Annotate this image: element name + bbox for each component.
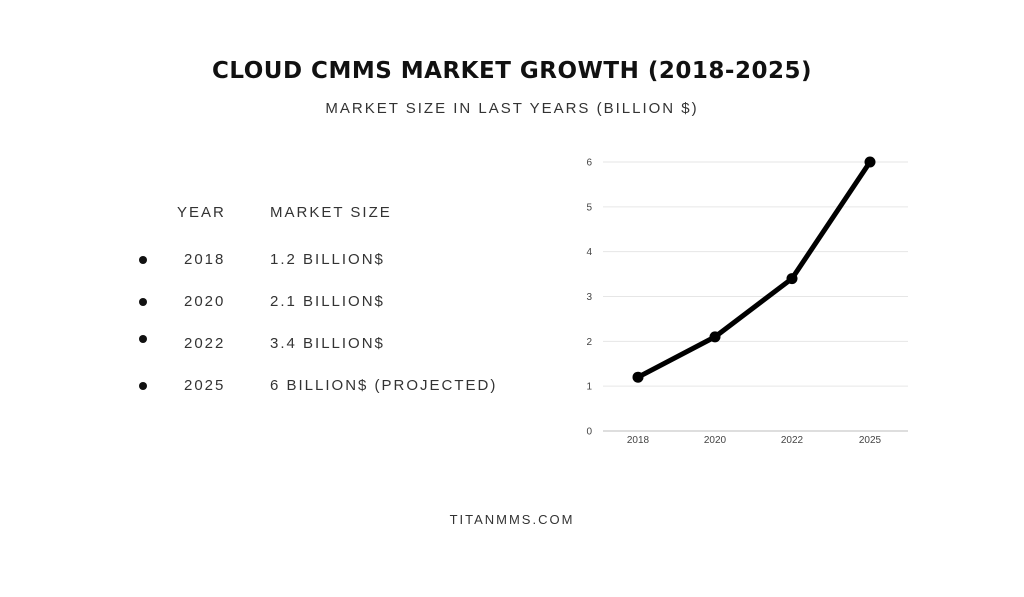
data-point bbox=[709, 331, 721, 343]
data-point bbox=[864, 156, 876, 168]
table-row: 2025 6 BILLION$ (PROJECTED) bbox=[0, 377, 540, 397]
bullet-icon bbox=[139, 335, 147, 343]
table-row: 2022 3.4 BILLION$ bbox=[0, 335, 540, 355]
row-year: 2022 bbox=[184, 335, 226, 352]
table-header-market-size: MARKET SIZE bbox=[270, 204, 392, 221]
table-row: 2020 2.1 BILLION$ bbox=[0, 293, 540, 313]
y-tick-label: 2 bbox=[586, 337, 592, 348]
row-year: 2025 bbox=[184, 377, 226, 394]
bullet-icon bbox=[139, 298, 147, 306]
row-market-size: 6 BILLION$ (PROJECTED) bbox=[270, 377, 498, 394]
table-header-year: YEAR bbox=[177, 204, 226, 221]
page-title: CLOUD CMMS MARKET GROWTH (2018-2025) bbox=[212, 58, 812, 84]
y-tick-label: 3 bbox=[586, 292, 592, 303]
series-line bbox=[635, 159, 873, 380]
y-tick-label: 4 bbox=[586, 247, 592, 258]
data-point bbox=[632, 371, 644, 383]
row-year: 2020 bbox=[184, 293, 226, 310]
market-growth-line-chart: 0 1 2 3 4 5 6 2018 2020 2022 2025 bbox=[586, 156, 908, 446]
x-tick-label: 2022 bbox=[781, 435, 804, 446]
row-market-size: 1.2 BILLION$ bbox=[270, 251, 385, 268]
table-row: 2018 1.2 BILLION$ bbox=[0, 251, 540, 271]
y-tick-label: 1 bbox=[586, 382, 592, 393]
row-market-size: 2.1 BILLION$ bbox=[270, 293, 385, 310]
page-subtitle: MARKET SIZE IN LAST YEARS (BILLION $) bbox=[325, 100, 699, 117]
row-market-size: 3.4 BILLION$ bbox=[270, 335, 385, 352]
x-tick-label: 2018 bbox=[627, 435, 650, 446]
x-tick-label: 2025 bbox=[859, 435, 882, 446]
y-tick-label: 6 bbox=[586, 158, 592, 169]
footer-site-label: TITANMMS.COM bbox=[449, 512, 575, 527]
row-year: 2018 bbox=[184, 251, 226, 268]
bullet-icon bbox=[139, 382, 147, 390]
y-tick-label: 5 bbox=[586, 202, 592, 213]
y-tick-label: 0 bbox=[586, 427, 592, 438]
x-tick-label: 2020 bbox=[704, 435, 727, 446]
data-point bbox=[786, 273, 798, 285]
bullet-icon bbox=[139, 256, 147, 264]
